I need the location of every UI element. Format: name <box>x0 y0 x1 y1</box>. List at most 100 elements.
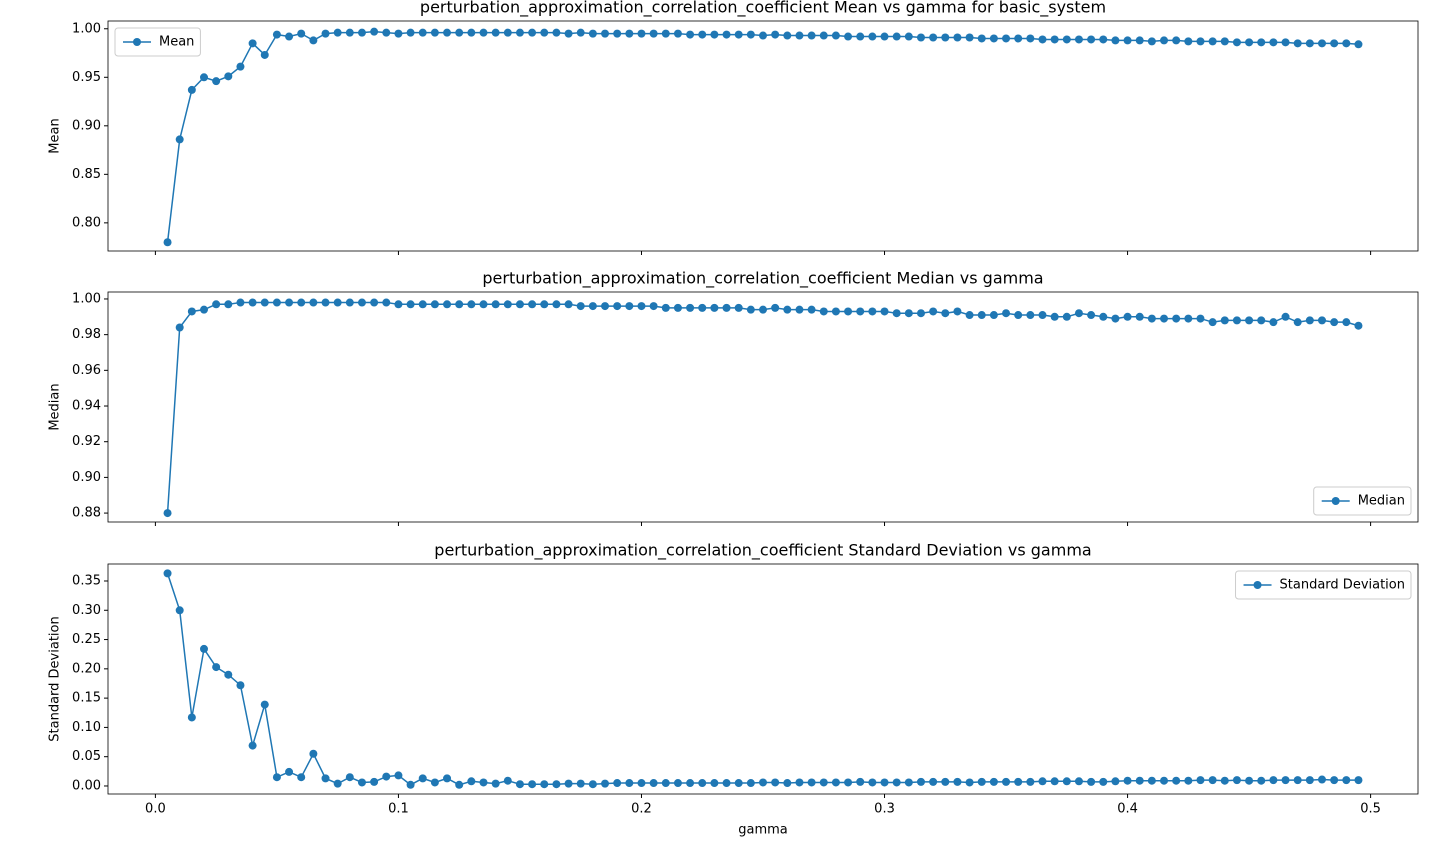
data-point <box>1147 37 1156 46</box>
data-point <box>1232 38 1241 47</box>
plot-frame <box>107 20 1419 252</box>
data-point <box>248 39 257 48</box>
data-point <box>1184 776 1193 785</box>
data-point <box>1305 39 1314 48</box>
data-point <box>248 298 257 307</box>
data-point <box>698 303 707 312</box>
data-point <box>613 29 622 38</box>
data-point <box>394 771 403 780</box>
data-point <box>333 28 342 37</box>
x-tick-label: 0.2 <box>631 802 652 817</box>
data-point <box>297 298 306 307</box>
data-point <box>880 32 889 41</box>
data-point <box>989 311 998 320</box>
data-point <box>406 780 415 789</box>
data-point <box>661 303 670 312</box>
y-tick-label: 0.15 <box>72 691 101 706</box>
data-point <box>1317 775 1326 784</box>
legend-box <box>1313 486 1412 516</box>
data-point <box>200 305 209 314</box>
data-point <box>1245 38 1254 47</box>
data-point <box>601 779 610 788</box>
y-tick-label: 0.90 <box>72 118 101 133</box>
data-point <box>844 307 853 316</box>
legend-marker <box>1253 581 1262 589</box>
data-point <box>260 700 269 709</box>
data-point <box>722 779 731 788</box>
data-point <box>1208 318 1217 327</box>
data-point <box>528 28 537 37</box>
data-point <box>819 31 828 40</box>
data-point <box>1050 312 1059 321</box>
data-point <box>1038 777 1047 786</box>
data-point <box>1038 311 1047 320</box>
data-point <box>880 307 889 316</box>
data-line <box>166 301 1359 514</box>
data-point <box>187 307 196 316</box>
data-point <box>1135 312 1144 321</box>
data-point <box>212 663 221 672</box>
data-point <box>1111 777 1120 786</box>
legend: Standard Deviation <box>1235 570 1412 600</box>
data-point <box>710 779 719 788</box>
data-point <box>746 779 755 788</box>
data-point <box>285 767 294 776</box>
data-point <box>430 778 439 787</box>
y-axis-label: Standard Deviation <box>48 616 63 741</box>
data-point <box>321 298 330 307</box>
data-point <box>831 307 840 316</box>
data-point <box>746 305 755 314</box>
legend: Mean <box>114 27 201 57</box>
legend-box <box>1235 570 1412 600</box>
data-point <box>418 28 427 37</box>
panel-title: perturbation_approximation_correlation_c… <box>420 0 1106 18</box>
data-point <box>868 778 877 787</box>
data-point <box>1342 39 1351 48</box>
data-point <box>613 779 622 788</box>
legend: Median <box>1313 486 1412 516</box>
data-point <box>503 300 512 309</box>
data-point <box>892 778 901 787</box>
data-point <box>175 323 184 332</box>
data-point <box>1038 35 1047 44</box>
data-point <box>1293 318 1302 327</box>
data-point <box>1014 311 1023 320</box>
data-point <box>807 31 816 40</box>
data-point <box>1281 776 1290 785</box>
data-point <box>807 305 816 314</box>
panel-title: perturbation_approximation_correlation_c… <box>434 541 1091 561</box>
data-point <box>989 777 998 786</box>
data-point <box>345 773 354 782</box>
data-point <box>989 34 998 43</box>
data-point <box>1062 312 1071 321</box>
data-point <box>272 773 281 782</box>
data-point <box>916 309 925 318</box>
data-point <box>370 298 379 307</box>
data-point <box>430 28 439 37</box>
data-point <box>1269 318 1278 327</box>
data-point <box>321 29 330 38</box>
data-point <box>965 311 974 320</box>
data-point <box>929 33 938 42</box>
data-point <box>479 778 488 787</box>
data-point <box>345 298 354 307</box>
data-point <box>673 779 682 788</box>
data-point <box>856 777 865 786</box>
data-point <box>187 85 196 94</box>
data-point <box>297 29 306 38</box>
data-point <box>479 300 488 309</box>
data-point <box>491 779 500 788</box>
data-point <box>1305 316 1314 325</box>
data-point <box>552 300 561 309</box>
data-point <box>625 29 634 38</box>
data-point <box>941 33 950 42</box>
data-point <box>783 305 792 314</box>
data-point <box>661 779 670 788</box>
data-point <box>868 307 877 316</box>
data-point <box>1184 314 1193 323</box>
data-point <box>1317 316 1326 325</box>
data-point <box>637 29 646 38</box>
data-point <box>637 779 646 788</box>
y-tick-label: 0.80 <box>72 215 101 230</box>
data-point <box>868 32 877 41</box>
